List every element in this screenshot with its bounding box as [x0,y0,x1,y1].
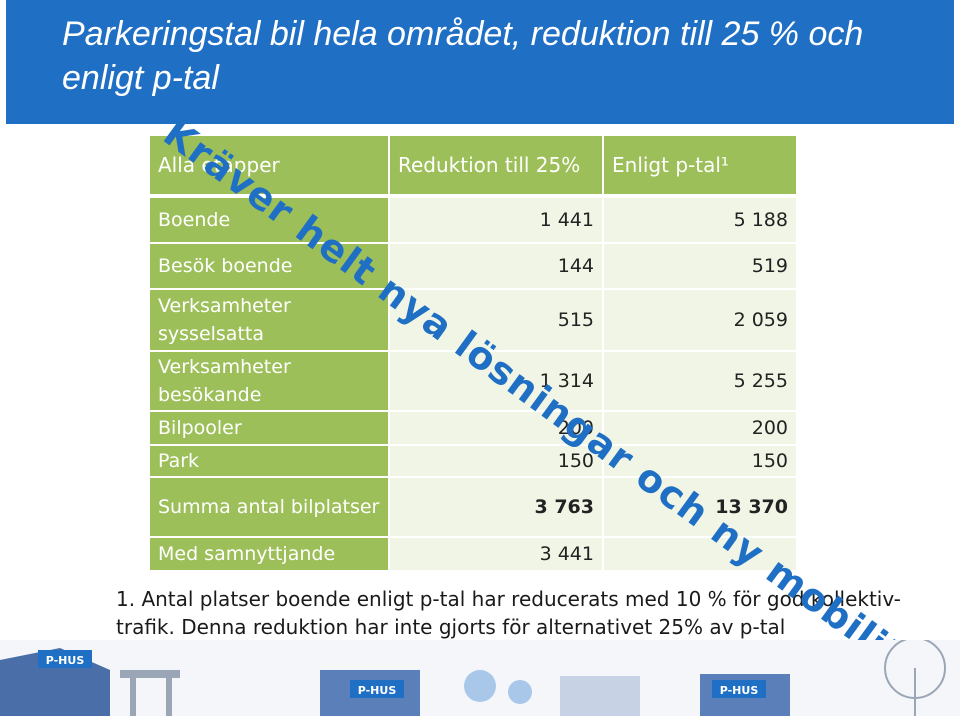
row-label: Park [150,446,388,476]
reduktion-value: 1 441 [390,198,602,242]
ptal-value: 519 [604,244,796,288]
footnote: 1. Antal platser boende enligt p-tal har… [116,587,901,639]
reduktion-value: 515 [390,290,602,350]
ptal-value: 5 188 [604,198,796,242]
title-banner: Parkeringstal bil hela området, reduktio… [6,0,954,124]
reduktion-value: 1 314 [390,352,602,410]
parking-sign [38,650,92,668]
row-label: Med samnyttjande [150,538,388,570]
building-shape [560,676,640,716]
column-header-ptal: Enligt p-tal¹ [604,136,796,194]
ptal-value: 200 [604,412,796,444]
row-label: Summa antal bilplatser [150,478,388,536]
ptal-value: 2 059 [604,290,796,350]
reduktion-value: 3 763 [390,478,602,536]
ptal-value: 13 370 [604,478,796,536]
tree-icon [508,680,532,704]
ptal-value: 5 255 [604,352,796,410]
bridge-shape [120,670,180,678]
row-label: Verksamheter sysselsatta [150,290,388,350]
row-label: Besök boende [150,244,388,288]
row-label: Bilpooler [150,412,388,444]
parking-sign-label: P-HUS [358,684,397,697]
tree-icon [464,670,496,702]
column-header-etapper: Alla etapper [150,136,388,194]
reduktion-value: 3 441 [390,538,602,570]
parking-sign [350,680,404,698]
parking-sign-label: P-HUS [46,654,85,667]
city-illustration: P-HUS P-HUS P-HUS [0,640,960,716]
ptal-value: 150 [604,446,796,476]
ptal-value [604,538,796,570]
reduktion-value: 150 [390,446,602,476]
row-label: Boende [150,198,388,242]
column-header-reduktion: Reduktion till 25% [390,136,602,194]
parking-sign [712,680,766,698]
page-title: Parkeringstal bil hela området, reduktio… [62,15,864,97]
row-label: Verksamheter besökande [150,352,388,410]
parking-sign-label: P-HUS [720,684,759,697]
reduktion-value: 144 [390,244,602,288]
reduktion-value: 200 [390,412,602,444]
